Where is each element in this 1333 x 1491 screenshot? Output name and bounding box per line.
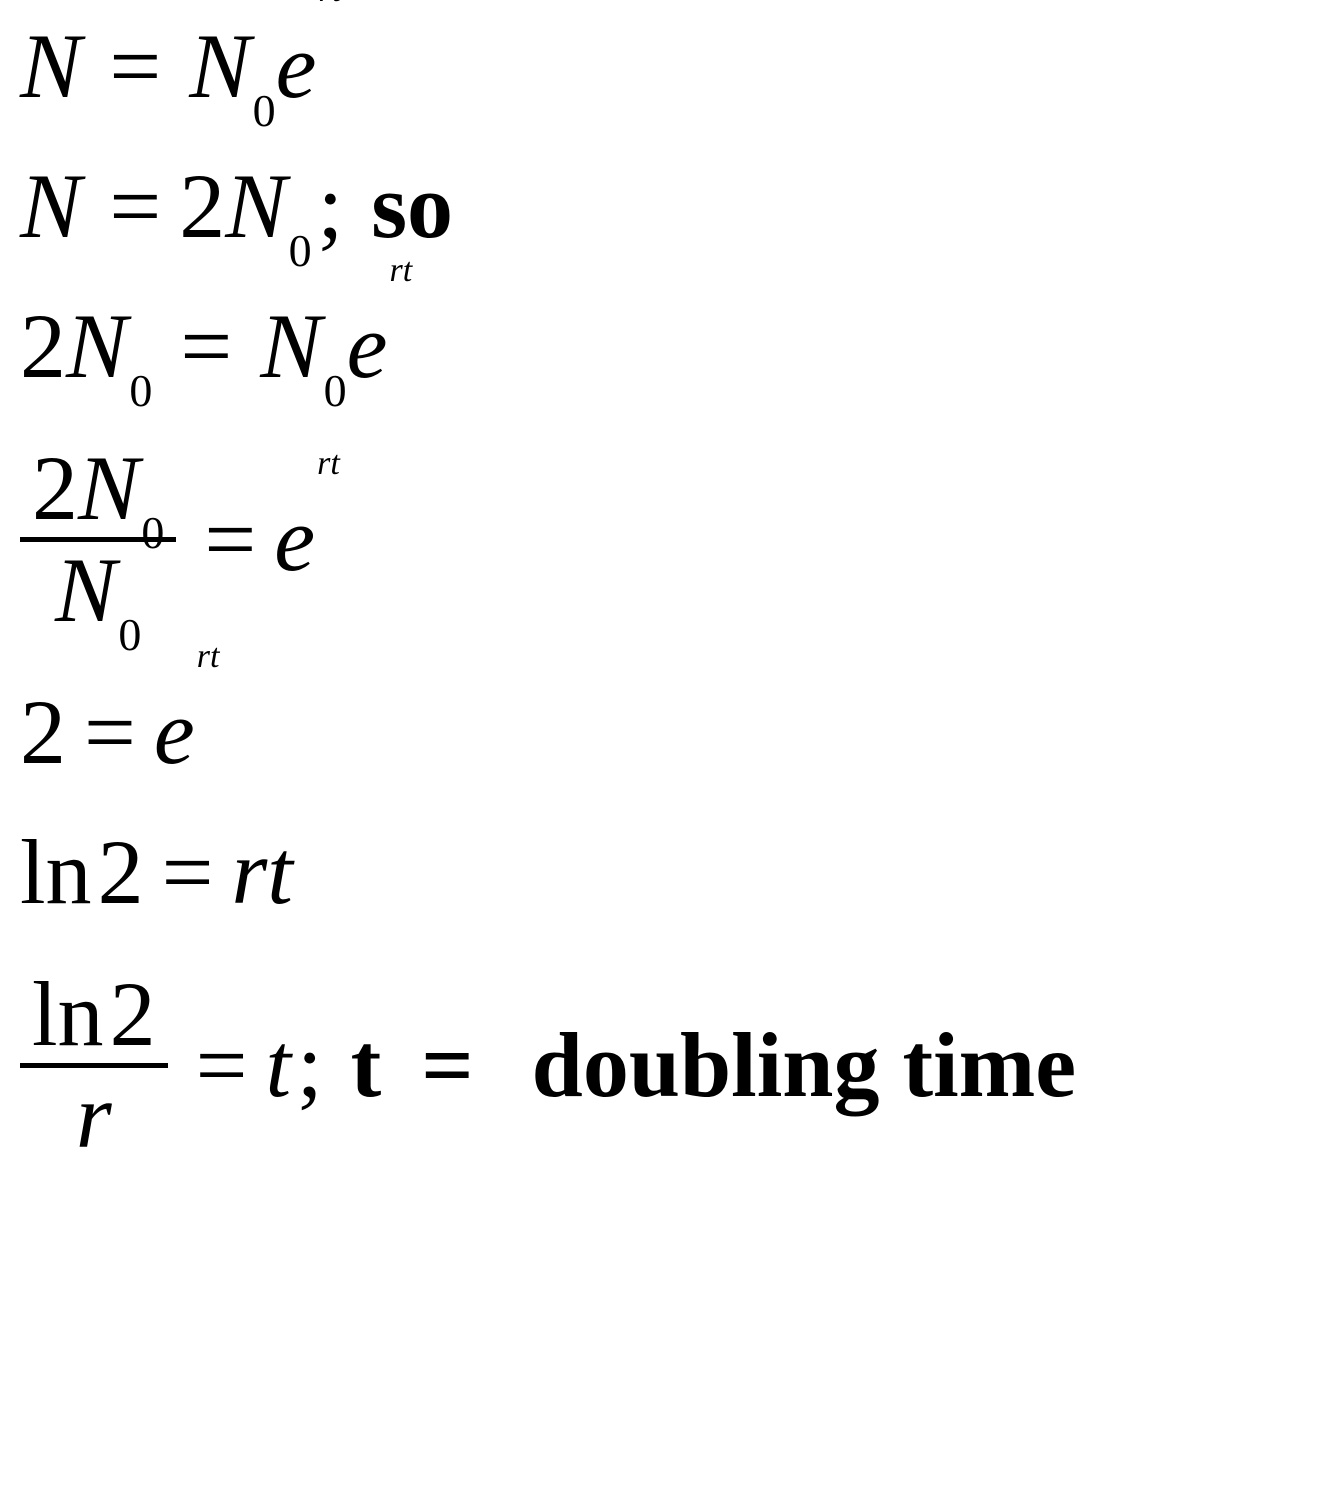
num-two: 2 xyxy=(20,300,66,392)
eq-sign: = xyxy=(162,826,214,918)
var-e: e xyxy=(274,493,315,585)
phrase-doubling-time: doubling time xyxy=(532,1019,1076,1111)
var-N0-N: N xyxy=(189,20,250,112)
sub-zero: 0 xyxy=(118,612,141,658)
equation-line-3: 2 N x 0 = N x 0 e rt x xyxy=(20,300,1313,392)
fraction-ln2-over-r: ln 2 r xyxy=(20,966,168,1164)
eq-sign: = xyxy=(109,20,161,112)
fn-ln: ln xyxy=(20,826,92,918)
eq-sign: = xyxy=(109,160,161,252)
sub-zero: 0 xyxy=(253,88,276,134)
var-N0-N: N xyxy=(78,440,139,537)
subsup-ert: rt x xyxy=(318,20,341,112)
num-two: 2 xyxy=(179,160,225,252)
equation-line-1: N = N x 0 e rt x xyxy=(20,20,1313,112)
sup-t: t xyxy=(332,0,341,9)
subsup-ert: rt x xyxy=(197,686,220,778)
subsup-ert: rt x xyxy=(317,493,340,585)
sup-t: t xyxy=(403,252,412,289)
num-two: 2 xyxy=(20,686,66,778)
subsup-N0: x 0 xyxy=(289,160,312,252)
subsup-N0: x 0 xyxy=(118,544,141,636)
var-t-bold: t xyxy=(351,1019,382,1111)
var-r: r xyxy=(231,826,267,918)
equation-line-6: ln 2 = r t xyxy=(20,826,1313,918)
semicolon: ; xyxy=(297,1019,323,1111)
var-e: e xyxy=(154,686,195,778)
sub-zero: 0 xyxy=(324,368,347,414)
sup-r: r xyxy=(318,0,331,9)
eq-sign: = xyxy=(421,1019,473,1111)
var-N0-N: N xyxy=(55,542,116,639)
sup-r: r xyxy=(317,445,330,482)
eq-sign: = xyxy=(180,300,232,392)
fraction-2N0-over-N0: 2 N x 0 N x 0 xyxy=(20,440,176,638)
subsup-N0: x 0 xyxy=(129,300,152,392)
var-e: e xyxy=(347,300,388,392)
sub-zero: 0 xyxy=(129,368,152,414)
sub-zero: 0 xyxy=(141,510,164,556)
word-so: so xyxy=(371,160,453,252)
fn-ln: ln xyxy=(32,966,104,1063)
equation-line-4: 2 N x 0 N x 0 = e rt x xyxy=(20,440,1313,638)
var-e: e xyxy=(276,20,317,112)
sup-t: t xyxy=(330,445,339,482)
eq-sign: = xyxy=(204,493,256,585)
sub-zero: 0 xyxy=(289,228,312,274)
sup-t: t xyxy=(210,638,219,675)
sup-r: r xyxy=(197,638,210,675)
subsup-N0: x 0 xyxy=(253,20,276,112)
semicolon: ; xyxy=(318,160,344,252)
subsup-ert: rt x xyxy=(389,300,412,392)
var-N0-N: N xyxy=(66,300,127,392)
num-two: 2 xyxy=(98,826,144,918)
var-N0-N: N xyxy=(225,160,286,252)
equation-line-5: 2 = e rt x xyxy=(20,686,1313,778)
var-N: N xyxy=(20,20,81,112)
var-N0-N: N xyxy=(260,300,321,392)
equation-line-7: ln 2 r = t ; t = doubling time xyxy=(20,966,1313,1164)
subsup-N0: x 0 xyxy=(324,300,347,392)
var-r: r xyxy=(76,1068,112,1165)
sup-r: r xyxy=(389,252,402,289)
var-t: t xyxy=(267,826,293,918)
subsup-N0: x 0 xyxy=(141,442,164,534)
var-N: N xyxy=(20,160,81,252)
num-two: 2 xyxy=(110,966,156,1063)
num-two: 2 xyxy=(32,440,78,537)
eq-sign: = xyxy=(196,1019,248,1111)
equation-line-2: N = 2 N x 0 ; so xyxy=(20,160,1313,252)
var-t: t xyxy=(265,1019,291,1111)
eq-sign: = xyxy=(84,686,136,778)
